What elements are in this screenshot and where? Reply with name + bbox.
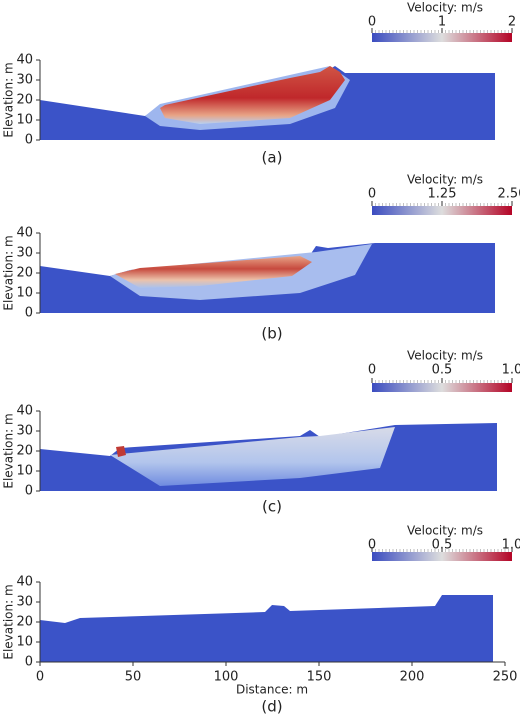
colorbar-tick-label: 1 (438, 15, 446, 30)
x-tick-label: 0 (36, 670, 44, 685)
caption: (c) (262, 498, 282, 516)
colorbar-tick-label: 0 (368, 187, 376, 202)
y-tick-label: 0 (25, 484, 33, 499)
y-tick-label: 20 (16, 444, 33, 459)
y-tick-label: 0 (25, 306, 33, 321)
colorbar-tick-label: 2.50 (498, 187, 520, 202)
x-tick-label: 250 (493, 670, 518, 685)
colorbar-tick-label: 0.5 (432, 363, 453, 378)
y-tick-label: 30 (16, 73, 33, 88)
colorbar (372, 33, 512, 42)
y-tick-label: 20 (16, 266, 33, 281)
y-tick-label: 40 (16, 53, 33, 68)
colorbar-tick-label: 0 (368, 363, 376, 378)
y-tick-label: 40 (16, 575, 33, 590)
y-axis-label: Elevation: m (2, 413, 16, 488)
y-tick-label: 20 (16, 615, 33, 630)
colorbar-label: Velocity: m/s (407, 524, 483, 538)
y-axis-label: Elevation: m (2, 235, 16, 310)
y-axis-label: Elevation: m (2, 584, 16, 659)
caption: (a) (262, 149, 283, 167)
y-tick-label: 10 (16, 286, 33, 301)
y-tick-label: 20 (16, 93, 33, 108)
caption: (b) (261, 325, 282, 343)
y-tick-label: 0 (25, 133, 33, 148)
colorbar-tick-label: 1.25 (428, 187, 457, 202)
x-tick-label: 50 (125, 670, 142, 685)
y-tick-label: 30 (16, 424, 33, 439)
y-tick-label: 10 (16, 113, 33, 128)
x-tick-label: 100 (214, 670, 239, 685)
terrain (40, 595, 493, 662)
colorbar-tick-label: 0 (368, 538, 376, 553)
colorbar (372, 206, 512, 215)
colorbar-tick-label: 1.0 (502, 538, 520, 553)
colorbar-tick-label: 1.0 (502, 363, 520, 378)
y-tick-label: 40 (16, 226, 33, 241)
y-tick-label: 30 (16, 595, 33, 610)
slide-mass (115, 256, 312, 288)
y-tick-label: 40 (16, 404, 33, 419)
y-tick-label: 10 (16, 464, 33, 479)
slide-hotspot (116, 446, 126, 457)
caption: (d) (261, 698, 282, 716)
y-tick-label: 10 (16, 635, 33, 650)
x-axis-label: Distance: m (236, 683, 308, 697)
colorbar (372, 552, 512, 561)
colorbar-label: Velocity: m/s (407, 1, 483, 15)
colorbar-tick-label: 0.5 (432, 538, 453, 553)
colorbar-tick-label: 2 (508, 15, 516, 30)
y-axis-label: Elevation: m (2, 62, 16, 137)
colorbar-tick-label: 0 (368, 15, 376, 30)
x-tick-label: 150 (307, 670, 332, 685)
slide-mass (160, 66, 345, 124)
colorbar-label: Velocity: m/s (407, 349, 483, 363)
colorbar (372, 383, 512, 392)
y-tick-label: 0 (25, 655, 33, 670)
colorbar-label: Velocity: m/s (407, 173, 483, 187)
y-tick-label: 30 (16, 246, 33, 261)
x-tick-label: 200 (400, 670, 425, 685)
slide-mass (110, 427, 395, 486)
